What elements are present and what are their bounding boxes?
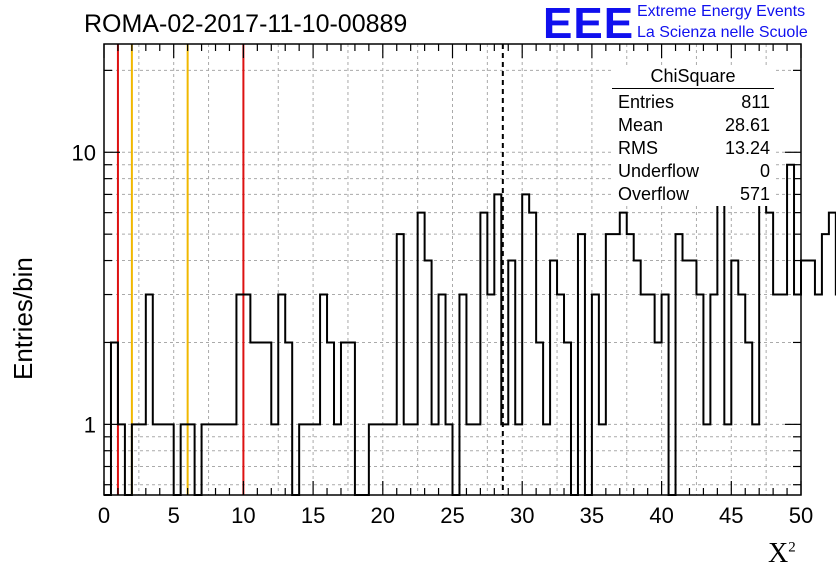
- stats-title: ChiSquare: [612, 66, 774, 89]
- x-tick-label: 40: [649, 503, 673, 528]
- x-tick-label: 20: [371, 503, 395, 528]
- stats-row-rms: RMS 13.24: [618, 138, 770, 158]
- chart-title: ROMA-02-2017-11-10-00889: [84, 10, 408, 38]
- y-tick-label: 10: [72, 140, 96, 165]
- eee-logo: EEE: [543, 0, 635, 48]
- stats-row-mean: Mean 28.61: [618, 115, 770, 135]
- x-tick-label: 25: [440, 503, 464, 528]
- x-tick-label: 10: [231, 503, 255, 528]
- stats-row-overflow: Overflow 571: [618, 184, 770, 204]
- x-tick-label: 30: [510, 503, 534, 528]
- stats-row-entries: Entries 811: [618, 92, 770, 112]
- x-axis-label: X2: [768, 538, 796, 569]
- y-axis-label: Entries/bin: [8, 257, 38, 380]
- x-tick-label: 45: [719, 503, 743, 528]
- stats-row-underflow: Underflow 0: [618, 161, 770, 181]
- histogram-line: [104, 163, 836, 496]
- x-tick-label: 0: [98, 503, 110, 528]
- logo-line-1: Extreme Energy Events: [637, 3, 806, 20]
- x-tick-label: 35: [580, 503, 604, 528]
- logo-line-2: La Scienza nelle Scuole: [637, 24, 808, 41]
- x-tick-label: 15: [301, 503, 325, 528]
- x-tick-label: 50: [789, 503, 813, 528]
- stats-box: ChiSquare Entries 811 Mean 28.61 RMS 13.24 …: [612, 66, 774, 206]
- y-tick-label: 1: [84, 412, 96, 437]
- x-tick-label: 5: [168, 503, 180, 528]
